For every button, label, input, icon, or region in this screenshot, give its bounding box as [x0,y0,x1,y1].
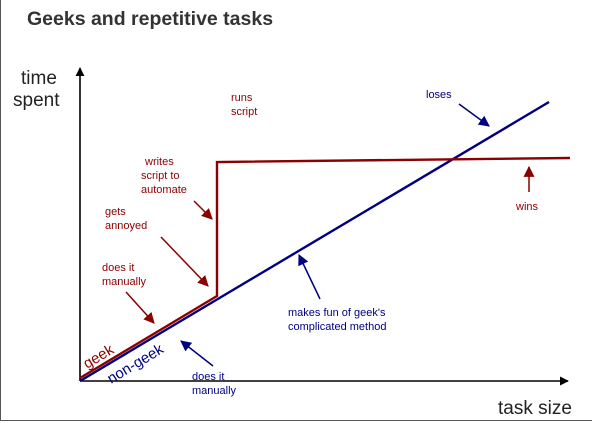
annotation-makes-fun: makes fun of geek's complicated method [288,254,386,333]
annotation-gets-annoyed: gets annoyed [105,206,209,287]
writes-script-line2: script to [141,170,180,182]
annotation-wins: wins [515,165,539,213]
loses-label: loses [426,89,452,101]
makes-fun-arrow [298,254,321,300]
annotation-runs-script: runs script [231,92,257,118]
runs-script-line2: script [231,106,257,118]
non-geek-does-it-manually-line1: does it [192,371,224,383]
y-axis-label-line2: spent [13,90,60,111]
makes-fun-line1: makes fun of geek's [288,307,386,319]
geek-does-it-manually-line1: does it [102,262,134,274]
non-geek-does-it-manually-arrow [180,340,214,367]
wins-label: wins [515,201,539,213]
annotation-non-geek-does-it-manually: does it manually [180,340,237,397]
geek-does-it-manually-arrow [125,291,155,324]
gets-annoyed-line1: gets [105,206,126,218]
writes-script-line1: writes [144,156,174,168]
non-geek-does-it-manually-line2: manually [192,385,237,397]
runs-script-line1: runs [231,92,253,104]
non-geek-line [79,100,550,383]
loses-arrow [458,103,490,127]
makes-fun-line2: complicated method [288,321,386,333]
annotation-writes-script: writes script to automate [141,156,213,220]
annotation-loses: loses [426,89,490,127]
annotation-geek-does-it-manually: does it manually [102,262,155,324]
diagram-title: Geeks and repetitive tasks [27,8,274,30]
geek-line [79,156,571,380]
gets-annoyed-arrow [160,236,209,287]
geek-does-it-manually-line2: manually [102,276,147,288]
writes-script-arrow [193,200,213,220]
gets-annoyed-line2: annoyed [105,220,147,232]
writes-script-line3: automate [141,184,187,196]
x-axis-label: task size [498,398,572,419]
y-axis-label-line1: time [21,68,57,89]
